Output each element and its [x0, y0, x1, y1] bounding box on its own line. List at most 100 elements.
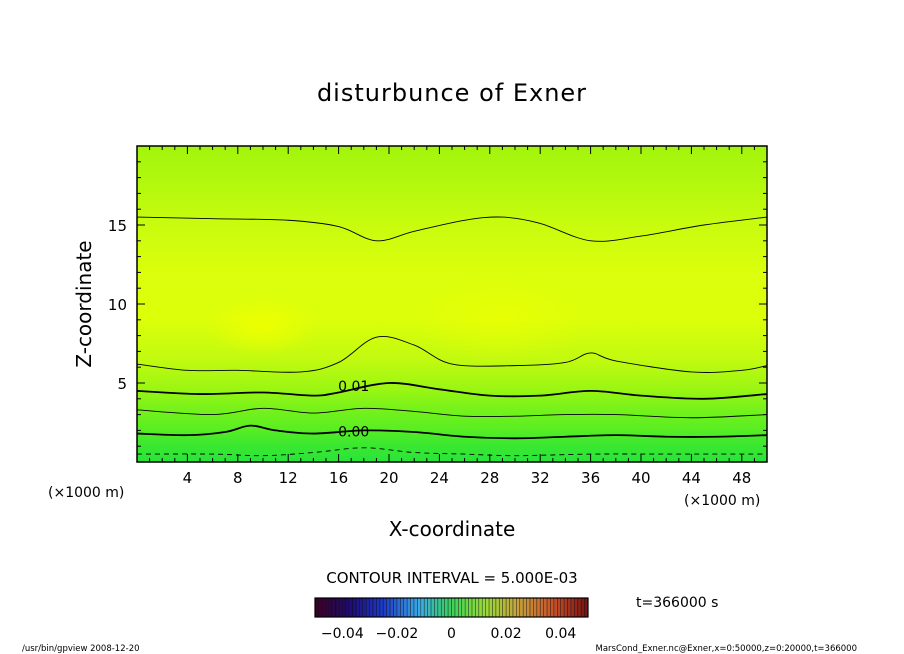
colorbar-cell: [417, 598, 421, 617]
colorbar-cell: [338, 598, 343, 617]
colorbar-cell: [403, 598, 408, 617]
colorbar-cell: [359, 598, 363, 617]
x-tick-label: 4: [183, 469, 193, 487]
colorbar-cell: [431, 598, 435, 617]
colorbar-cell: [499, 598, 503, 617]
colorbar-cell: [315, 598, 319, 617]
colorbar-cell: [564, 598, 568, 617]
x-tick-label: 8: [233, 469, 243, 487]
colorbar-cell: [407, 598, 411, 617]
colorbar-cell: [512, 598, 517, 617]
contour-label: 0.01: [338, 379, 369, 395]
x-tick-label: 24: [430, 469, 449, 487]
x-axis-title: X-coordinate: [389, 517, 516, 541]
colorbar-cell: [547, 598, 551, 617]
colorbar-cell: [516, 598, 520, 617]
colorbar-cell: [355, 598, 360, 617]
colorbar-cell: [379, 598, 384, 617]
time-label: t=366000 s: [636, 595, 718, 611]
contour-line: [137, 216, 767, 242]
colorbar-cell: [495, 598, 500, 617]
y-axis-title: Z-coordinate: [72, 240, 96, 367]
colorbar-cell: [444, 598, 449, 617]
colorbar-cell: [475, 598, 479, 617]
y-tick-label: 5: [117, 375, 127, 393]
colorbar-cell: [461, 598, 466, 617]
colorbar-cell: [413, 598, 418, 617]
x-tick-label: 12: [279, 469, 298, 487]
colorbar-cell: [567, 598, 571, 617]
colorbar-frame: [314, 597, 589, 618]
colorbar-cell: [506, 598, 510, 617]
colorbar-cell: [489, 598, 493, 617]
colorbar-cell: [349, 598, 353, 617]
colorbar-cell: [492, 598, 496, 617]
colorbar-cell: [437, 598, 442, 617]
colorbar-cell: [465, 598, 469, 617]
colorbar-tick-label: 0.02: [491, 626, 522, 642]
colorbar-cell: [441, 598, 445, 617]
field-maximum: [207, 296, 317, 356]
contour-interval: CONTOUR INTERVAL = 5.000E-03: [326, 569, 577, 587]
colorbar-cell: [478, 598, 483, 617]
colorbar-cell: [485, 598, 490, 617]
colorbar-cell: [509, 598, 513, 617]
footer-left: /usr/bin/gpview 2008-12-20: [22, 644, 140, 654]
colorbar-cell: [434, 598, 438, 617]
colorbar-cell: [396, 598, 401, 617]
contour-line: [137, 447, 767, 457]
contour-line: [137, 336, 767, 373]
x-tick-label: 40: [631, 469, 650, 487]
plot-area: [137, 146, 767, 462]
colorbar-cell: [458, 598, 462, 617]
colorbar-cell: [410, 598, 414, 617]
colorbar-cell: [574, 598, 578, 617]
colorbar-cell: [468, 598, 472, 617]
x-tick-label: 48: [732, 469, 751, 487]
x-tick-label: 28: [480, 469, 499, 487]
colorbar-cell: [543, 598, 548, 617]
colorbar-cell: [325, 598, 329, 617]
colorbar-cell: [386, 598, 391, 617]
colorbar-cell: [451, 598, 455, 617]
contour-line: [137, 424, 767, 440]
colorbar-cell: [533, 598, 537, 617]
chart-title: disturbunce of Exner: [317, 79, 587, 107]
colorbar-tick-label: −0.04: [321, 626, 364, 642]
x-unit-label-left: (×1000 m): [48, 485, 124, 501]
colorbar-cell: [529, 598, 534, 617]
x-tick-label: 44: [682, 469, 701, 487]
x-unit-label-right: (×1000 m): [684, 493, 760, 509]
field-maximum: [410, 273, 590, 363]
colorbar-cell: [523, 598, 527, 617]
colorbar-cell: [560, 598, 565, 617]
colorbar-cell: [482, 598, 486, 617]
colorbar-cell: [424, 598, 428, 617]
y-tick-label: 15: [108, 217, 127, 235]
colorbar-cell: [332, 598, 336, 617]
colorbar-cell: [557, 598, 561, 617]
colorbar-tick-label: −0.02: [375, 626, 418, 642]
y-tick-label: 10: [108, 296, 127, 314]
colorbar-cell: [400, 598, 404, 617]
colorbar-cell: [536, 598, 541, 617]
colorbar-cell: [454, 598, 459, 617]
colorbar-cell: [369, 598, 374, 617]
colorbar-cell: [471, 598, 476, 617]
footer-right: MarsCond_Exner.nc@Exner,x=0:50000,z=0:20…: [595, 644, 857, 654]
contour-lines: [137, 216, 767, 457]
colorbar-cell: [390, 598, 394, 617]
colorbar-cell: [519, 598, 524, 617]
colorbar-cell: [526, 598, 530, 617]
colorbar-tick-label: 0.04: [545, 626, 576, 642]
x-tick-label: 36: [581, 469, 600, 487]
colorbar-cell: [335, 598, 339, 617]
colorbar-cell: [345, 598, 350, 617]
colorbar-cell: [540, 598, 544, 617]
colorbar-cell: [373, 598, 377, 617]
colorbar-cell: [383, 598, 387, 617]
colorbar-cell: [550, 598, 554, 617]
colorbar-cell: [393, 598, 397, 617]
